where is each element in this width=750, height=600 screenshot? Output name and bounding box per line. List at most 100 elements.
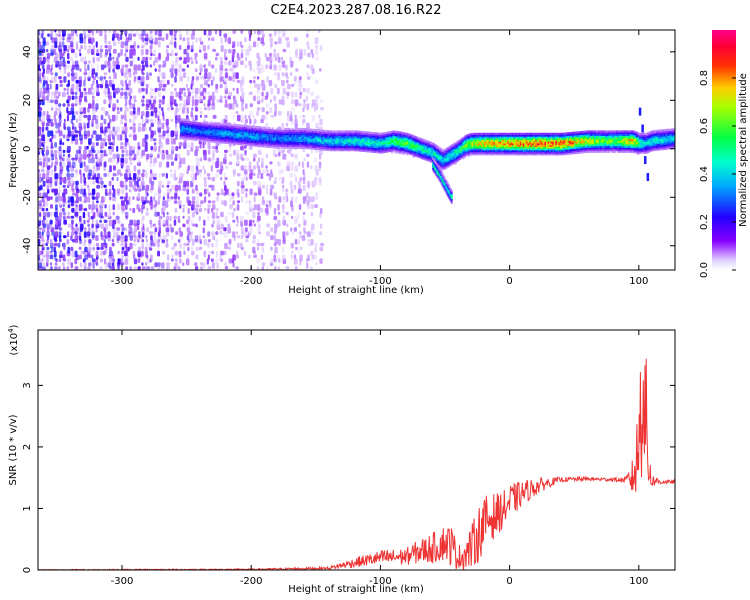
noise-cell	[256, 258, 261, 264]
noise-cell	[162, 219, 166, 225]
noise-cell	[83, 188, 86, 196]
noise-cell	[170, 37, 173, 43]
noise-cell	[294, 91, 298, 98]
ridge-cell	[291, 144, 294, 148]
noise-cell	[216, 99, 220, 103]
ridge-cell	[222, 122, 224, 125]
noise-cell	[178, 200, 182, 206]
ridge-cell	[198, 132, 201, 135]
noise-cell	[74, 231, 78, 235]
noise-cell	[38, 239, 41, 246]
ridge-cell	[220, 137, 223, 141]
noise-cell	[121, 254, 124, 259]
ridge-cell	[267, 140, 269, 143]
noise-cell	[138, 122, 142, 127]
ridge-cell	[277, 146, 280, 149]
ridge-cell	[260, 133, 263, 136]
noise-cell	[112, 126, 116, 132]
noise-cell	[78, 204, 83, 211]
noise-cell	[310, 165, 313, 170]
ridge-cell	[184, 118, 187, 121]
noise-cell	[162, 95, 166, 100]
ridge-cell	[301, 139, 304, 142]
noise-cell	[116, 126, 120, 133]
ridge-cell	[206, 121, 209, 124]
ridge-cell	[310, 130, 313, 133]
noise-cell	[175, 56, 179, 63]
noise-cell	[149, 48, 153, 54]
noise-cell	[124, 173, 128, 180]
ridge-cell	[460, 143, 463, 146]
ridge-cell	[352, 138, 355, 141]
noise-cell	[261, 262, 266, 267]
ridge-cell	[195, 130, 198, 133]
ridge-cell	[338, 135, 341, 138]
ridge-cell	[460, 141, 463, 144]
noise-cell	[145, 33, 149, 39]
noise-cell	[290, 254, 293, 259]
noise-cell	[99, 134, 102, 141]
ridge-cell	[226, 140, 229, 143]
ridge-cell	[215, 140, 218, 144]
ridge-cell	[226, 141, 229, 145]
ridge-cell	[479, 132, 482, 135]
ridge-cell	[263, 143, 266, 146]
ridge-cell	[262, 141, 265, 144]
noise-cell	[175, 122, 177, 128]
noise-cell	[178, 153, 181, 158]
ridge-cell	[425, 139, 428, 143]
ridge-cell	[218, 139, 221, 142]
ridge-cell	[302, 143, 305, 146]
ridge-cell	[204, 134, 207, 137]
noise-cell	[240, 76, 245, 83]
ridge-cell	[480, 151, 483, 154]
ridge-cell	[305, 138, 308, 141]
ridge-cell	[200, 130, 203, 134]
noise-cell	[67, 196, 71, 203]
ridge-cell	[298, 131, 300, 134]
ridge-cell	[201, 137, 204, 141]
noise-cell	[136, 149, 140, 156]
noise-cell	[162, 196, 165, 201]
ridge-cell	[187, 136, 190, 139]
ridge-cell	[265, 130, 268, 133]
noise-cell	[158, 52, 161, 60]
noise-cell	[67, 45, 71, 50]
ridge-cell	[344, 143, 347, 147]
noise-cell	[79, 169, 82, 175]
noise-cell	[66, 157, 71, 163]
noise-cell	[274, 103, 277, 109]
ridge-cell	[262, 130, 265, 133]
noise-cell	[75, 79, 80, 84]
ridge-cell	[296, 133, 299, 136]
ridge-cell	[335, 130, 338, 133]
ridge-cell	[181, 132, 184, 135]
ridge-cell	[356, 135, 359, 138]
ridge-cell	[276, 141, 279, 144]
ridge-cell	[239, 131, 241, 134]
ridge-cell	[474, 153, 477, 156]
ridge-cell	[339, 133, 342, 136]
noise-cell	[215, 231, 219, 235]
ridge-cell	[409, 149, 412, 152]
ridge-cell	[409, 134, 412, 137]
noise-cell	[186, 56, 190, 63]
noise-cell	[171, 258, 174, 262]
noise-cell	[74, 95, 78, 100]
noise-cell	[55, 33, 59, 37]
noise-cell	[165, 242, 169, 248]
ridge-cell	[446, 153, 449, 156]
noise-cell	[265, 204, 269, 208]
ridge-cell	[310, 138, 313, 141]
noise-cell	[141, 103, 145, 107]
noise-cell	[183, 99, 186, 104]
noise-cell	[194, 56, 197, 61]
ridge-cell	[395, 146, 398, 149]
noise-cell	[253, 192, 258, 196]
ridge-cell	[378, 144, 381, 147]
noise-cell	[145, 239, 149, 243]
ridge-cell	[274, 143, 277, 146]
noise-cell	[231, 52, 235, 59]
ridge-cell	[457, 148, 460, 151]
ridge-cell	[429, 145, 432, 148]
